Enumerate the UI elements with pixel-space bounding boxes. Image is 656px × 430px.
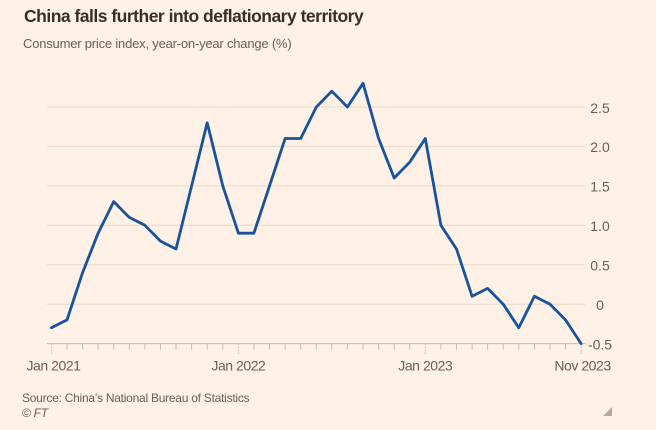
svg-text:Jan 2021: Jan 2021: [26, 358, 81, 374]
svg-text:2.0: 2.0: [590, 139, 610, 155]
svg-text:1.5: 1.5: [590, 179, 610, 195]
svg-text:Nov 2023: Nov 2023: [554, 358, 611, 374]
svg-text:2.5: 2.5: [590, 100, 610, 116]
svg-text:1.0: 1.0: [590, 218, 610, 234]
svg-text:Jan 2022: Jan 2022: [211, 358, 266, 374]
svg-text:-0.5: -0.5: [588, 336, 612, 352]
svg-text:Jan 2023: Jan 2023: [398, 358, 453, 374]
svg-text:0: 0: [596, 297, 604, 313]
svg-text:0.5: 0.5: [590, 258, 610, 274]
